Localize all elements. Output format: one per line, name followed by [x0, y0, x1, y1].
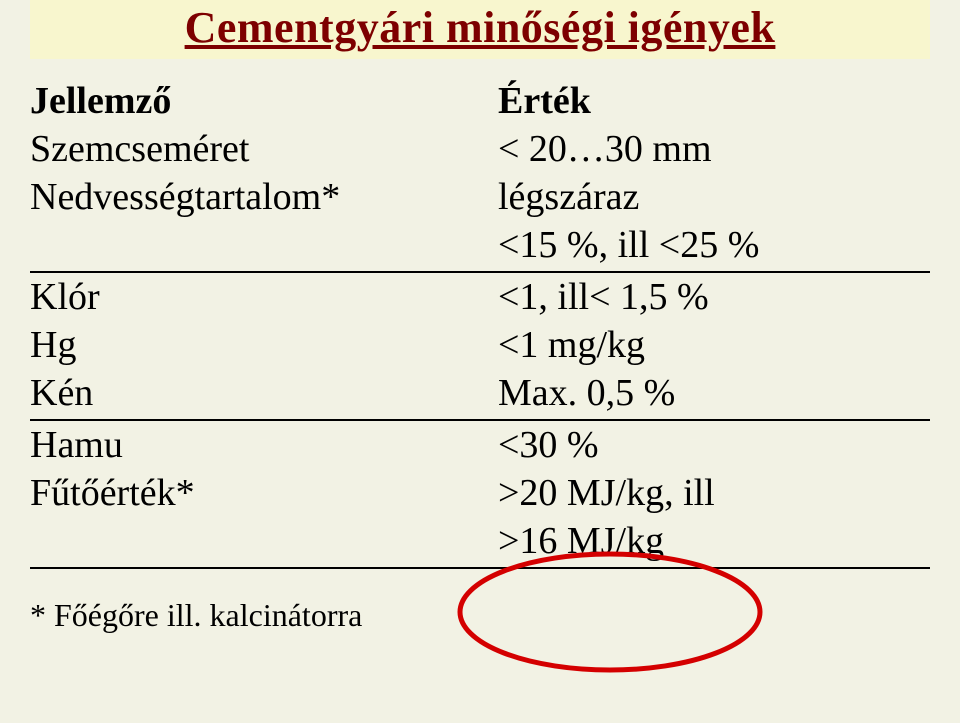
table-row: <15 %, ill <25 %	[30, 221, 930, 269]
table-row: Nedvességtartalom* légszáraz	[30, 173, 930, 221]
cell-value: >16 MJ/kg	[498, 517, 930, 565]
table-header-row: Jellemző Érték	[30, 77, 930, 125]
cell-value: <1, ill< 1,5 %	[498, 272, 930, 321]
cell-property: Szemcseméret	[30, 125, 498, 173]
cell-value: <15 %, ill <25 %	[498, 221, 930, 269]
cell-value: <1 mg/kg	[498, 321, 930, 369]
cell-value: Max. 0,5 %	[498, 369, 930, 417]
table-row: >16 MJ/kg	[30, 517, 930, 565]
cell-property: Klór	[30, 272, 498, 321]
separator	[30, 565, 930, 568]
title-box: Cementgyári minőségi igények	[30, 0, 930, 59]
header-value: Érték	[498, 77, 930, 125]
table-row: Klór <1, ill< 1,5 %	[30, 272, 930, 321]
properties-table: Jellemző Érték Szemcseméret < 20…30 mm N…	[30, 77, 930, 569]
cell-property: Hamu	[30, 420, 498, 469]
cell-value: légszáraz	[498, 173, 930, 221]
cell-property	[30, 517, 498, 565]
table-row: Hamu <30 %	[30, 420, 930, 469]
cell-property: Kén	[30, 369, 498, 417]
page-title: Cementgyári minőségi igények	[38, 2, 922, 53]
cell-property: Fűtőérték*	[30, 469, 498, 517]
cell-property	[30, 221, 498, 269]
cell-value: >20 MJ/kg, ill	[498, 469, 930, 517]
table-row: Fűtőérték* >20 MJ/kg, ill	[30, 469, 930, 517]
cell-property: Hg	[30, 321, 498, 369]
slide: Cementgyári minőségi igények Jellemző Ér…	[30, 0, 930, 634]
footnote: * Főégőre ill. kalcinátorra	[30, 597, 930, 634]
cell-value: <30 %	[498, 420, 930, 469]
cell-property: Nedvességtartalom*	[30, 173, 498, 221]
cell-value: < 20…30 mm	[498, 125, 930, 173]
table-row: Szemcseméret < 20…30 mm	[30, 125, 930, 173]
header-property: Jellemző	[30, 77, 498, 125]
table-row: Hg <1 mg/kg	[30, 321, 930, 369]
table-row: Kén Max. 0,5 %	[30, 369, 930, 417]
